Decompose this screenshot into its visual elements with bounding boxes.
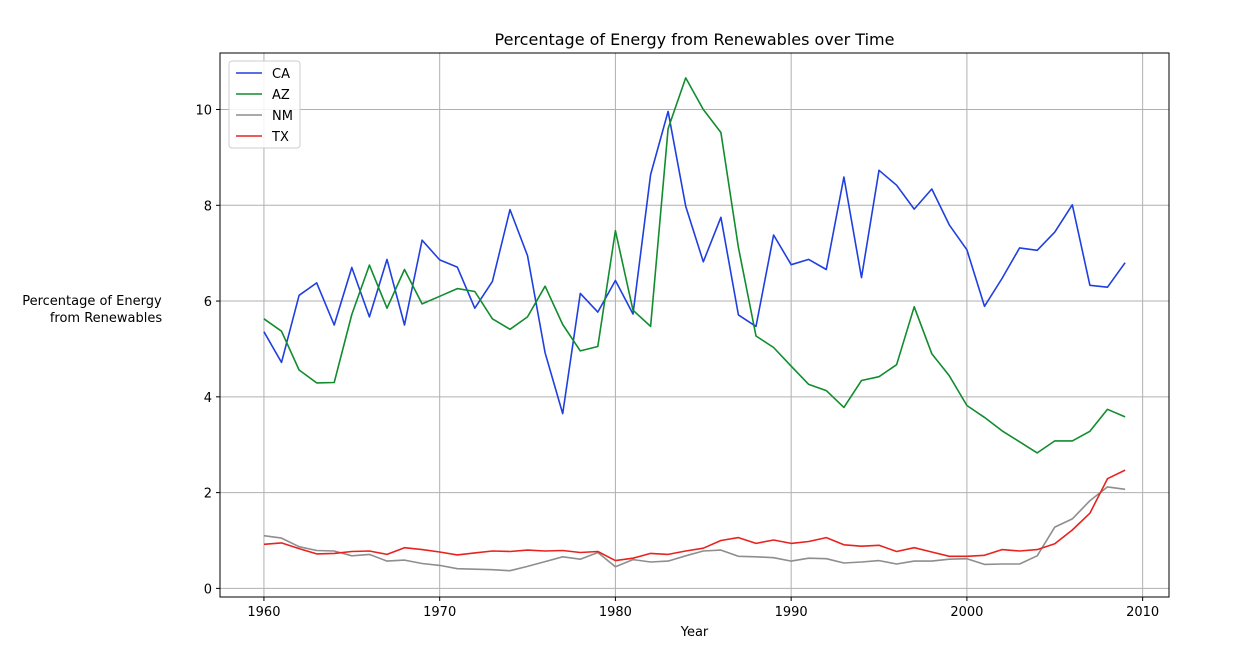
- y-axis-label-line-2: from Renewables: [50, 311, 163, 326]
- series-lines: [263, 77, 1126, 572]
- y-tick-label: 2: [204, 487, 212, 502]
- x-axis-label: Year: [680, 625, 709, 640]
- x-tick-label: 1980: [599, 605, 632, 620]
- x-tick-label: 1990: [775, 605, 808, 620]
- y-tick-label: 8: [204, 199, 212, 214]
- legend: CA AZ NM TX: [228, 60, 301, 149]
- legend-label-tx: TX: [271, 130, 289, 145]
- y-axis-label-line-1: Percentage of Energy: [22, 294, 162, 309]
- plot-frame: [219, 52, 1170, 598]
- chart-title: Percentage of Energy from Renewables ove…: [495, 30, 895, 49]
- grid: [220, 53, 1169, 597]
- series-line-az: [263, 77, 1126, 454]
- x-tick-label: 1960: [247, 605, 280, 620]
- y-tick-label: 6: [204, 295, 212, 310]
- series-line-ca: [263, 110, 1126, 415]
- y-axis-label: Percentage of Energy from Renewables: [22, 294, 166, 326]
- y-tick-label: 4: [204, 391, 212, 406]
- x-tick-label: 2000: [950, 605, 983, 620]
- series-line-nm: [263, 486, 1126, 572]
- legend-label-ca: CA: [272, 67, 290, 82]
- legend-box: [228, 60, 301, 149]
- legend-label-nm: NM: [272, 109, 293, 124]
- axis-ticks: 1960 1970 1980 1990 2000 2010 0 2 4 6 8 10: [195, 104, 1159, 620]
- legend-label-az: AZ: [272, 88, 290, 103]
- y-tick-label: 10: [195, 104, 212, 119]
- x-tick-label: 1970: [423, 605, 456, 620]
- series-line-tx: [263, 469, 1126, 562]
- y-tick-label: 0: [204, 582, 212, 597]
- x-tick-label: 2010: [1126, 605, 1159, 620]
